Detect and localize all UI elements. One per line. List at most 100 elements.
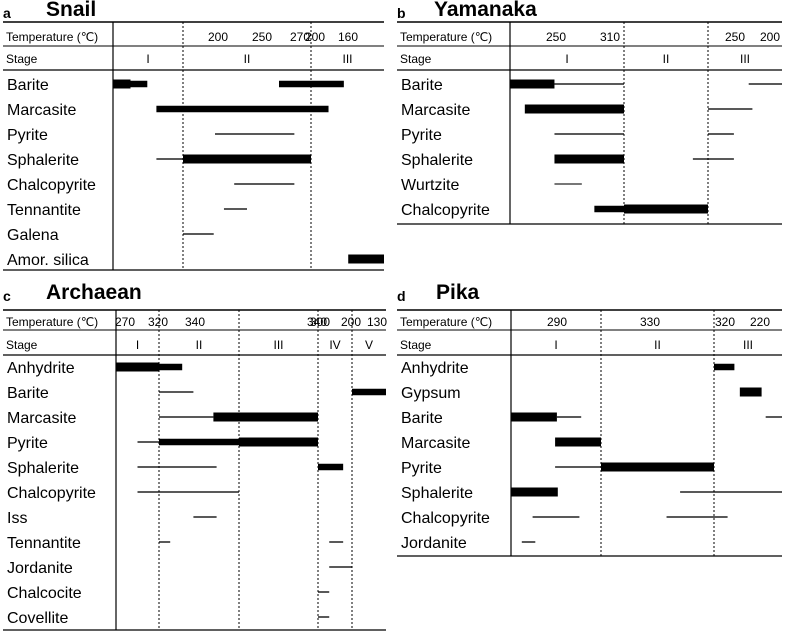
bar-snail-amor-silica-0 (348, 254, 384, 264)
bar-yamanaka-barite-1 (554, 83, 624, 85)
mineral-label-archaean-chalcopyrite: Chalcopyrite (7, 485, 96, 502)
temperature-tick-pika-3: 220 (750, 315, 770, 329)
bar-snail-pyrite-0 (215, 133, 295, 135)
mineral-label-snail-marcasite: Marcasite (7, 102, 76, 119)
mineral-label-snail-tennantite: Tennantite (7, 202, 81, 219)
mineral-label-yamanaka-marcasite: Marcasite (401, 102, 470, 119)
temperature-tick-yamanaka-3: 200 (760, 30, 780, 44)
bar-archaean-jordanite-0 (329, 566, 352, 568)
mineral-label-archaean-tennantite: Tennantite (7, 535, 81, 552)
mineral-label-pika-anhydrite: Anhydrite (401, 360, 469, 377)
temperature-tick-pika-1: 330 (640, 315, 660, 329)
panel-letter-d: d (397, 288, 406, 304)
bar-pika-pyrite-0 (555, 466, 601, 468)
bar-pika-barite-0 (511, 412, 557, 422)
temperature-tick-snail-0: 200 (208, 30, 228, 44)
bar-archaean-chalcopyrite-0 (137, 491, 239, 493)
temperature-label-yamanaka: Temperature (℃) (400, 30, 492, 44)
stage-label-snail-2: II (244, 52, 251, 66)
bar-yamanaka-chalcopyrite-0 (594, 205, 624, 213)
mineral-label-archaean-marcasite: Marcasite (7, 410, 76, 427)
bar-pika-sphalerite-1 (680, 491, 782, 493)
bar-yamanaka-sphalerite-1 (692, 158, 708, 160)
mineral-label-archaean-barite: Barite (7, 385, 49, 402)
mineral-label-snail-barite: Barite (7, 77, 49, 94)
mineral-label-archaean-iss: Iss (7, 510, 27, 527)
mineral-label-pika-pyrite: Pyrite (401, 460, 442, 477)
mineral-label-pika-sphalerite: Sphalerite (401, 485, 473, 502)
bar-archaean-barite-1 (352, 388, 386, 396)
mineral-label-archaean-jordanite: Jordanite (7, 560, 73, 577)
bar-pika-pyrite-1 (601, 462, 714, 472)
mineral-label-snail-amor-silica: Amor. silica (7, 252, 89, 269)
bar-yamanaka-pyrite-1 (708, 133, 734, 135)
bar-snail-barite-1 (130, 80, 148, 88)
bar-yamanaka-marcasite-0 (524, 104, 624, 114)
bar-pika-barite-1 (556, 416, 582, 418)
mineral-label-snail-pyrite: Pyrite (7, 127, 48, 144)
temperature-tick-archaean-4: 300 (310, 315, 330, 329)
stage-label-snail: Stage (6, 52, 38, 66)
temperature-tick-archaean-2: 340 (185, 315, 205, 329)
bar-archaean-pyrite-1 (159, 438, 239, 446)
bar-archaean-chalcocite-0 (318, 591, 330, 593)
mineral-label-archaean-pyrite: Pyrite (7, 435, 48, 452)
stage-label-snail-3: III (342, 52, 352, 66)
panel-title-yamanaka: Yamanaka (434, 0, 537, 21)
mineral-label-archaean-covellite: Covellite (7, 610, 68, 627)
bar-archaean-tennantite-1 (329, 541, 344, 543)
stage-label-archaean-5: V (365, 338, 373, 352)
mineral-label-pika-chalcopyrite: Chalcopyrite (401, 510, 490, 527)
stage-label-archaean-2: II (196, 338, 203, 352)
bar-pika-chalcopyrite-1 (666, 516, 728, 518)
temperature-tick-snail-3: 200 (305, 30, 325, 44)
mineral-label-snail-sphalerite: Sphalerite (7, 152, 79, 169)
stage-label-archaean: Stage (6, 338, 38, 352)
temperature-tick-yamanaka-1: 310 (600, 30, 620, 44)
mineral-label-pika-marcasite: Marcasite (401, 435, 470, 452)
stage-label-yamanaka: Stage (400, 52, 432, 66)
temperature-label-pika: Temperature (℃) (400, 315, 492, 329)
bar-snail-marcasite-0 (156, 105, 329, 113)
temperature-tick-pika-2: 320 (715, 315, 735, 329)
bar-yamanaka-sphalerite-2 (708, 158, 734, 160)
mineral-label-pika-barite: Barite (401, 410, 443, 427)
bar-archaean-pyrite-0 (137, 441, 159, 443)
panel-title-archaean: Archaean (46, 281, 142, 304)
mineral-label-yamanaka-sphalerite: Sphalerite (401, 152, 473, 169)
bar-archaean-marcasite-1 (213, 412, 318, 422)
temperature-tick-yamanaka-2: 250 (725, 30, 745, 44)
temperature-tick-archaean-5: 200 (341, 315, 361, 329)
bar-pika-chalcopyrite-0 (532, 516, 580, 518)
bar-snail-chalcopyrite-0 (234, 183, 295, 185)
mineral-label-yamanaka-pyrite: Pyrite (401, 127, 442, 144)
bar-yamanaka-chalcopyrite-1 (624, 204, 708, 214)
mineral-label-snail-chalcopyrite: Chalcopyrite (7, 177, 96, 194)
stage-label-yamanaka-2: II (663, 52, 670, 66)
panel-letter-c: c (3, 288, 11, 304)
temperature-tick-yamanaka-0: 250 (546, 30, 566, 44)
temperature-label-archaean: Temperature (℃) (6, 315, 98, 329)
panel-letter-a: a (3, 5, 11, 21)
bar-yamanaka-barite-2 (748, 83, 782, 85)
stage-label-archaean-3: III (273, 338, 283, 352)
mineral-label-pika-jordanite: Jordanite (401, 535, 467, 552)
temperature-tick-archaean-0: 270 (115, 315, 135, 329)
bar-yamanaka-sphalerite-0 (554, 154, 624, 164)
bar-yamanaka-marcasite-1 (708, 108, 753, 110)
temperature-tick-snail-4: 160 (338, 30, 358, 44)
bar-archaean-anhydrite-0 (116, 362, 159, 372)
stage-label-archaean-1: I (136, 338, 139, 352)
stage-label-snail-1: I (146, 52, 149, 66)
bar-snail-galena-0 (183, 233, 214, 235)
mineral-label-archaean-anhydrite: Anhydrite (7, 360, 75, 377)
bar-archaean-sphalerite-0 (137, 466, 217, 468)
stage-label-pika-1: I (554, 338, 557, 352)
bar-archaean-anhydrite-1 (159, 363, 183, 371)
mineral-label-archaean-chalcocite: Chalcocite (7, 585, 82, 602)
mineral-label-archaean-sphalerite: Sphalerite (7, 460, 79, 477)
panel-title-pika: Pika (436, 281, 480, 304)
temperature-tick-archaean-1: 320 (148, 315, 168, 329)
bar-archaean-iss-0 (193, 516, 217, 518)
